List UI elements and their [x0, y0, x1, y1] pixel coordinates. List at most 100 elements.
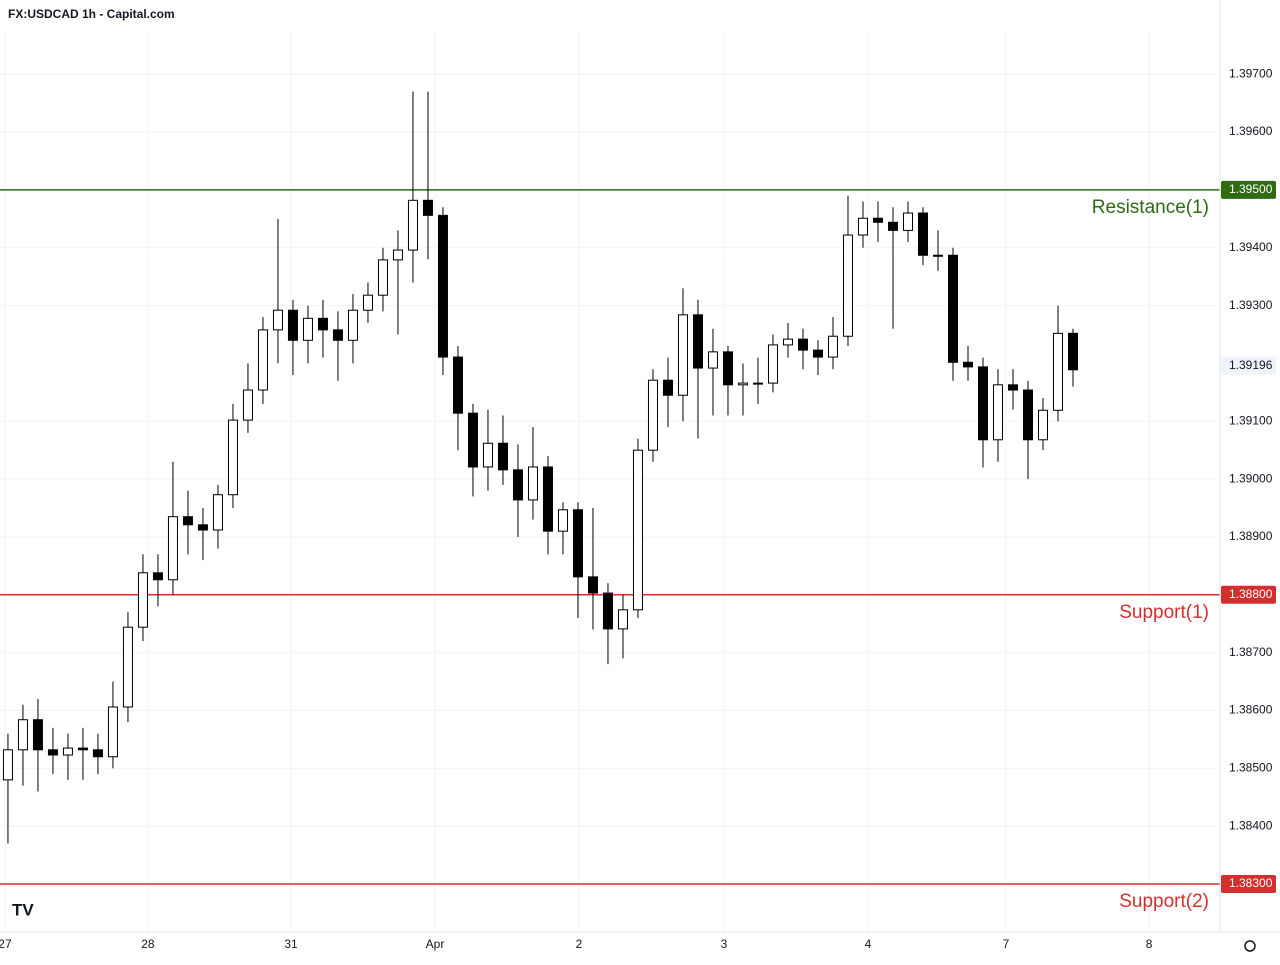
x-tick-label: 4	[865, 937, 872, 951]
x-tick-label: 8	[1146, 937, 1153, 951]
candle-body	[362, 294, 373, 311]
candle-body	[422, 199, 433, 216]
candle-body	[467, 412, 478, 468]
candle-body	[152, 572, 163, 581]
candle-body	[857, 217, 868, 236]
candle-body	[947, 254, 958, 363]
candle-body	[1022, 389, 1033, 441]
candle-body	[287, 309, 298, 341]
candle-body	[197, 524, 208, 531]
level-name: Support(1)	[1119, 602, 1209, 623]
candle-body	[542, 466, 553, 532]
candle-body	[557, 509, 568, 532]
level-badge	[1221, 585, 1276, 604]
candle-body	[47, 749, 58, 756]
settings-gear[interactable]	[1244, 940, 1256, 952]
candle-body	[962, 361, 973, 368]
candle-body	[662, 379, 673, 396]
candle-body	[32, 719, 43, 751]
candle-body	[347, 309, 358, 341]
y-tick-label: 1.39000	[1229, 471, 1273, 485]
candle-body	[737, 382, 748, 386]
x-tick-label: 2	[576, 937, 583, 951]
candle-body	[212, 494, 223, 531]
candle-body	[2, 749, 13, 781]
candle-body	[992, 384, 1003, 441]
candle-body	[587, 576, 598, 594]
candle-body	[797, 338, 808, 351]
candle-body	[332, 329, 343, 341]
x-tick-label: 27	[0, 937, 12, 951]
level-name: Support(2)	[1119, 891, 1209, 912]
candle-body	[887, 221, 898, 231]
candle-body	[632, 449, 643, 611]
last-price-badge	[1221, 356, 1276, 375]
candle-body	[392, 249, 403, 261]
candle-body	[752, 382, 763, 385]
candle-body	[932, 254, 943, 257]
y-tick-label: 1.39600	[1229, 124, 1273, 138]
y-tick-label: 1.39100	[1229, 413, 1273, 427]
candle-body	[902, 212, 913, 231]
candle-body	[377, 259, 388, 296]
candle-body	[77, 747, 88, 751]
y-tick-label: 1.39400	[1229, 240, 1273, 254]
y-tick-label: 1.38900	[1229, 529, 1273, 543]
candle-body	[1007, 384, 1018, 391]
last-price-label: 1.39196	[1229, 358, 1273, 372]
candle-body	[407, 199, 418, 251]
x-tick-label: 7	[1003, 937, 1010, 951]
level-label: 1.38300	[1229, 876, 1273, 890]
x-tick-label: Apr	[426, 937, 445, 951]
candle-body	[317, 317, 328, 331]
level-label: 1.38800	[1229, 587, 1273, 601]
grid	[0, 32, 1220, 932]
candle-body	[302, 317, 313, 341]
candle-body	[602, 592, 613, 630]
candle-body	[617, 609, 628, 630]
logo: TV	[12, 900, 34, 919]
candle-body	[782, 338, 793, 346]
tradingview-logo: TV	[12, 900, 34, 919]
candle-body	[92, 749, 103, 758]
chart-title: FX:USDCAD 1h - Capital.com	[8, 7, 175, 21]
candle-body	[1037, 409, 1048, 441]
candle-body	[167, 516, 178, 581]
candle-body	[677, 314, 688, 396]
y-tick-label: 1.38400	[1229, 818, 1273, 832]
candle-body	[17, 719, 28, 751]
candle-body	[272, 309, 283, 331]
candle-body	[722, 351, 733, 386]
x-tick-label: 28	[141, 937, 155, 951]
candle-body	[692, 314, 703, 369]
level-badge	[1221, 180, 1276, 199]
settings-icon[interactable]	[1244, 940, 1256, 952]
candle-body	[977, 366, 988, 441]
candle-body	[227, 419, 238, 496]
candle-body	[527, 466, 538, 501]
level-label: 1.39500	[1229, 182, 1273, 196]
candle-body	[812, 349, 823, 358]
candle-body	[827, 335, 838, 358]
candle-body	[767, 344, 778, 384]
candle-body	[107, 706, 118, 758]
candle-body	[1067, 332, 1078, 371]
candle-body	[137, 572, 148, 628]
candle-body	[62, 747, 73, 756]
candle-body	[512, 469, 523, 501]
candle-body	[707, 351, 718, 369]
candle-body	[182, 516, 193, 526]
y-tick-label: 1.38700	[1229, 645, 1273, 659]
candle-body	[917, 212, 928, 256]
level-badge	[1221, 874, 1276, 893]
candle-body	[452, 356, 463, 414]
x-tick-label: 3	[721, 937, 728, 951]
candle-body	[257, 329, 268, 391]
level-name: Resistance(1)	[1092, 197, 1209, 218]
candle-body	[482, 442, 493, 468]
candle-body	[437, 214, 448, 358]
y-tick-label: 1.38500	[1229, 760, 1273, 774]
y-tick-label: 1.38600	[1229, 703, 1273, 717]
candle-body	[842, 234, 853, 337]
